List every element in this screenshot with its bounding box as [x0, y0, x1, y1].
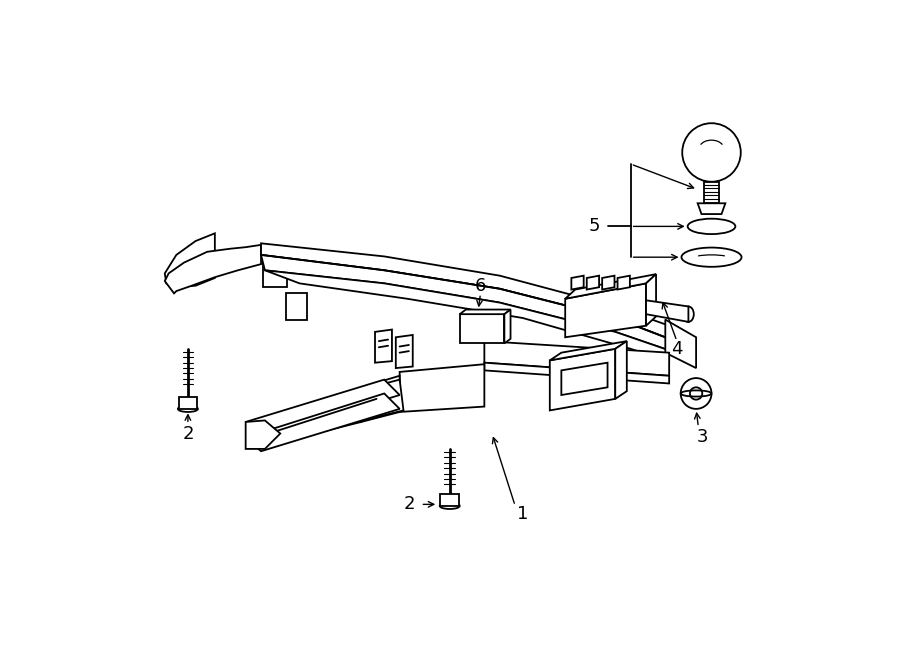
Polygon shape [698, 204, 725, 214]
Polygon shape [165, 233, 215, 288]
Polygon shape [165, 245, 261, 293]
Text: 2: 2 [182, 424, 194, 442]
Polygon shape [646, 300, 688, 322]
Polygon shape [263, 258, 287, 288]
Polygon shape [246, 393, 400, 451]
Polygon shape [261, 255, 669, 350]
Polygon shape [504, 309, 510, 344]
Polygon shape [400, 364, 484, 412]
Polygon shape [550, 349, 616, 410]
Polygon shape [440, 494, 459, 506]
Polygon shape [704, 182, 719, 204]
Polygon shape [246, 420, 280, 449]
Polygon shape [361, 375, 400, 422]
Text: 4: 4 [671, 340, 682, 358]
Text: 6: 6 [475, 277, 486, 295]
Polygon shape [375, 330, 392, 363]
Polygon shape [315, 391, 361, 434]
Polygon shape [484, 363, 669, 383]
Polygon shape [484, 341, 669, 375]
Polygon shape [565, 284, 646, 337]
Polygon shape [261, 243, 669, 339]
Polygon shape [311, 379, 403, 432]
Polygon shape [460, 314, 504, 344]
Polygon shape [285, 293, 307, 321]
Polygon shape [565, 274, 656, 299]
Text: 3: 3 [697, 428, 708, 446]
Polygon shape [616, 341, 626, 399]
Polygon shape [602, 276, 615, 290]
Polygon shape [572, 276, 584, 290]
Polygon shape [550, 341, 626, 360]
Polygon shape [562, 363, 608, 395]
Text: 1: 1 [518, 506, 528, 524]
Polygon shape [617, 276, 630, 290]
Polygon shape [396, 335, 413, 368]
Text: 2: 2 [404, 495, 416, 514]
Text: 5: 5 [589, 217, 599, 235]
Polygon shape [246, 379, 400, 438]
Polygon shape [460, 309, 510, 314]
Polygon shape [646, 274, 656, 326]
Polygon shape [179, 397, 197, 409]
Polygon shape [265, 270, 669, 362]
Polygon shape [665, 319, 696, 368]
Polygon shape [587, 276, 599, 290]
